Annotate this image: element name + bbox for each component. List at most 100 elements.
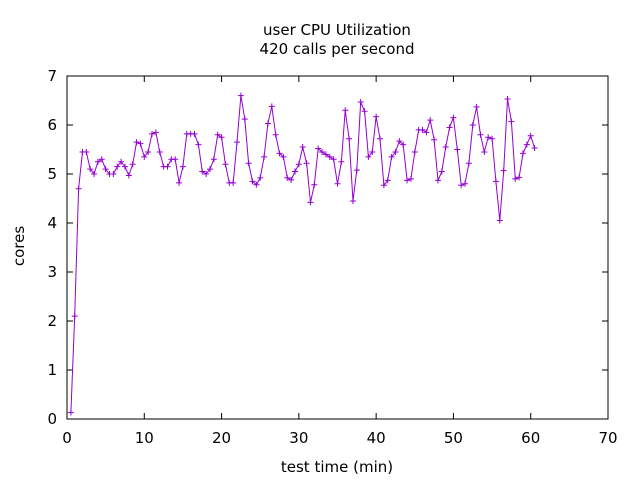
data-point <box>334 180 341 187</box>
data-point <box>438 168 445 175</box>
y-tick-label: 5 <box>47 165 57 183</box>
data-point <box>206 166 213 173</box>
data-point <box>118 158 125 165</box>
data-point <box>98 156 105 163</box>
data-point <box>369 148 376 155</box>
data-point <box>349 197 356 204</box>
y-tick-label: 3 <box>47 263 57 281</box>
data-point <box>94 158 101 165</box>
data-point <box>191 130 198 137</box>
data-point <box>133 139 140 146</box>
data-point <box>210 156 217 163</box>
data-point <box>145 148 152 155</box>
data-point <box>400 141 407 148</box>
data-point <box>531 145 538 152</box>
y-axis-label: cores <box>10 226 28 266</box>
x-tick-label: 70 <box>598 429 617 447</box>
data-point <box>125 172 132 179</box>
data-point <box>234 139 241 146</box>
data-point <box>129 161 136 168</box>
data-point <box>342 107 349 114</box>
data-point <box>152 129 159 136</box>
data-point <box>454 146 461 153</box>
data-point <box>83 148 90 155</box>
data-point <box>431 136 438 143</box>
data-point <box>87 166 94 173</box>
data-point <box>442 144 449 151</box>
data-point <box>388 153 395 160</box>
data-point <box>373 113 380 120</box>
data-point <box>353 167 360 174</box>
data-point <box>319 148 326 155</box>
data-point <box>311 181 318 188</box>
data-point <box>392 148 399 155</box>
data-point <box>299 144 306 151</box>
data-point <box>361 108 368 115</box>
data-point <box>489 135 496 142</box>
data-point <box>477 131 484 138</box>
data-point <box>519 150 526 157</box>
data-point <box>245 160 252 167</box>
data-point <box>237 92 244 99</box>
data-series <box>67 92 538 416</box>
data-point <box>492 178 499 185</box>
data-point <box>404 177 411 184</box>
data-point <box>365 153 372 160</box>
data-point <box>261 153 268 160</box>
y-tick-label: 4 <box>47 214 57 232</box>
data-point <box>179 163 186 170</box>
data-point <box>276 150 283 157</box>
data-point <box>411 148 418 155</box>
data-point <box>396 138 403 145</box>
data-point <box>149 130 156 137</box>
data-point <box>516 174 523 181</box>
data-point <box>481 148 488 155</box>
x-axis-label: test time (min) <box>281 458 393 476</box>
data-point <box>469 122 476 128</box>
data-point <box>137 140 144 147</box>
data-point <box>523 141 530 148</box>
data-point <box>450 114 457 121</box>
plot-frame <box>66 75 609 420</box>
data-point <box>230 179 237 186</box>
tick-labels: 0 10 20 30 40 50 60 70 0 1 2 3 4 5 6 7 <box>47 67 617 447</box>
data-point <box>272 131 279 138</box>
chart-title: user CPU Utilization <box>263 21 411 39</box>
data-point <box>485 134 492 141</box>
data-point <box>156 148 163 155</box>
data-point <box>346 135 353 142</box>
y-tick-label: 6 <box>47 116 57 134</box>
data-point <box>172 156 179 163</box>
data-point <box>303 160 310 167</box>
data-point <box>419 126 426 133</box>
data-point <box>114 163 121 170</box>
data-point <box>446 124 453 131</box>
data-point <box>427 117 434 124</box>
data-point <box>195 141 202 148</box>
data-point <box>326 153 333 160</box>
data-point <box>462 180 469 187</box>
data-point <box>288 176 295 183</box>
data-point <box>203 171 210 177</box>
data-point <box>176 179 183 186</box>
data-point <box>504 96 511 103</box>
data-point <box>264 120 271 127</box>
data-point <box>307 199 314 206</box>
data-point <box>268 103 275 110</box>
data-point <box>71 313 78 320</box>
data-point <box>315 145 322 152</box>
y-tick-label: 0 <box>47 410 57 428</box>
data-point <box>496 217 503 224</box>
data-point <box>214 131 221 138</box>
x-tick-label: 60 <box>521 429 540 447</box>
data-point <box>67 409 74 416</box>
data-point <box>284 174 291 181</box>
data-point <box>458 182 465 189</box>
x-tick-label: 10 <box>135 429 154 447</box>
chart-subtitle: 420 calls per second <box>260 40 415 58</box>
x-tick-label: 40 <box>367 429 386 447</box>
x-tick-label: 20 <box>212 429 231 447</box>
data-point <box>199 168 206 175</box>
data-point <box>249 178 256 185</box>
data-point <box>508 118 515 125</box>
